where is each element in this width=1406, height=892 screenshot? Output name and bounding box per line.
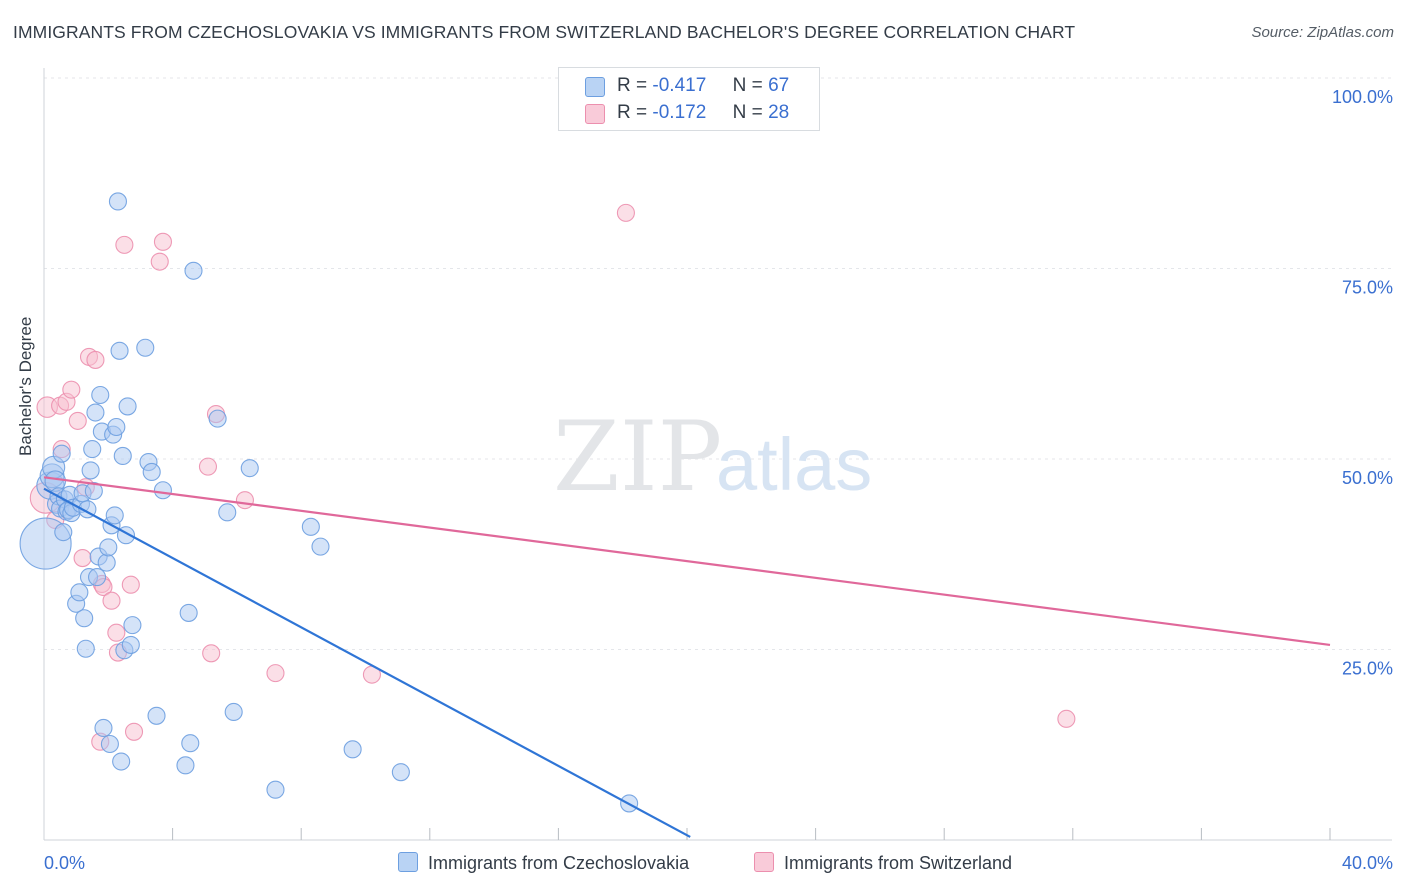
- data-point: [86, 350, 105, 369]
- y-tick-label: 25.0%: [1342, 659, 1393, 679]
- legend-swatch-czechoslovakia: [398, 852, 418, 872]
- watermark: ZIP atlas: [553, 401, 872, 513]
- data-point: [110, 341, 129, 360]
- x-tick-label: 0.0%: [44, 853, 85, 873]
- data-point: [153, 232, 173, 251]
- data-point: [266, 664, 285, 683]
- data-point: [68, 411, 87, 430]
- data-point: [113, 446, 132, 466]
- legend-n-label: N =: [732, 75, 763, 96]
- data-point: [83, 440, 102, 459]
- data-point: [123, 616, 142, 635]
- data-point: [115, 235, 134, 254]
- data-point: [84, 481, 103, 501]
- watermark-atlas: atlas: [716, 423, 872, 506]
- legend-r-value: -0.172: [652, 102, 707, 123]
- data-point: [301, 517, 320, 536]
- y-tick-label: 50.0%: [1342, 468, 1393, 488]
- data-point: [153, 481, 173, 500]
- data-point: [62, 380, 81, 399]
- data-point: [87, 568, 107, 587]
- legend-r-label: R =: [617, 75, 648, 96]
- legend-swatch-switzerland: [585, 104, 605, 124]
- source-label: Source: ZipAtlas.com: [1251, 24, 1394, 41]
- data-point: [97, 553, 116, 572]
- data-point: [99, 538, 118, 557]
- data-point: [118, 397, 137, 416]
- data-point: [121, 575, 140, 594]
- series-czechoslovakia-points: [19, 192, 639, 813]
- data-point: [391, 763, 410, 782]
- legend-item-switzerland: Immigrants from Switzerland: [754, 852, 1012, 874]
- data-point: [224, 702, 243, 722]
- legend-stats: R = -0.417 N = 67 R = -0.172 N = 28: [558, 67, 820, 131]
- data-point: [107, 623, 126, 642]
- gridlines: [44, 77, 1392, 650]
- data-point: [181, 734, 200, 753]
- legend-n-label: N =: [732, 102, 763, 123]
- watermark-zip: ZIP: [553, 401, 722, 513]
- data-point: [218, 503, 237, 522]
- x-tick-labels: 0.0% 40.0%: [44, 853, 1393, 873]
- data-point: [266, 780, 285, 799]
- data-point: [147, 706, 166, 725]
- data-point: [91, 385, 110, 405]
- data-point: [179, 603, 198, 622]
- y-tick-label: 75.0%: [1342, 278, 1393, 298]
- data-point: [76, 639, 95, 658]
- trendline-czechoslovakia: [43, 487, 691, 838]
- data-point: [176, 756, 195, 775]
- legend-swatch-czechoslovakia: [585, 77, 605, 97]
- data-point: [184, 261, 203, 280]
- data-point: [100, 734, 119, 754]
- data-point: [124, 722, 144, 741]
- y-tick-labels: 25.0% 50.0% 75.0% 100.0%: [1332, 87, 1393, 679]
- trendlines: [43, 476, 1331, 838]
- data-point: [235, 491, 254, 510]
- data-point: [136, 338, 155, 357]
- data-point: [112, 752, 131, 771]
- data-point: [70, 583, 89, 602]
- data-point: [142, 462, 161, 482]
- y-axis-label: Bachelor's Degree: [16, 316, 35, 456]
- data-point: [150, 252, 169, 271]
- data-point: [208, 409, 227, 428]
- legend-n-value: 28: [768, 102, 790, 123]
- legend-swatch-switzerland: [754, 852, 774, 872]
- legend-n-value: 67: [768, 75, 790, 96]
- legend-r-label: R =: [617, 102, 648, 123]
- data-point: [75, 609, 94, 628]
- y-tick-label: 100.0%: [1332, 87, 1393, 107]
- x-tick-label: 40.0%: [1342, 853, 1393, 873]
- data-point: [240, 459, 259, 478]
- data-point: [616, 203, 635, 222]
- series-switzerland-points: [29, 203, 1076, 751]
- data-point: [105, 506, 124, 525]
- legend-r-value: -0.417: [652, 75, 707, 96]
- data-point: [73, 549, 92, 568]
- data-point: [54, 523, 73, 542]
- trendline-switzerland: [43, 476, 1331, 647]
- data-point: [107, 417, 126, 437]
- data-point: [94, 718, 113, 738]
- data-point: [1057, 709, 1076, 728]
- legend-label-czechoslovakia: Immigrants from Czechoslovakia: [428, 853, 690, 873]
- data-point: [86, 403, 105, 422]
- legend-item-czechoslovakia: Immigrants from Czechoslovakia: [398, 852, 689, 874]
- data-point: [198, 457, 218, 476]
- data-point: [311, 537, 330, 556]
- data-point: [108, 192, 127, 211]
- data-point: [52, 444, 71, 463]
- data-point: [102, 591, 121, 610]
- chart-title: IMMIGRANTS FROM CZECHOSLOVAKIA VS IMMIGR…: [13, 22, 1076, 42]
- data-point: [343, 740, 362, 759]
- legend-label-switzerland: Immigrants from Switzerland: [784, 853, 1013, 873]
- data-point: [121, 635, 140, 654]
- data-point: [81, 461, 100, 480]
- data-point: [202, 644, 221, 663]
